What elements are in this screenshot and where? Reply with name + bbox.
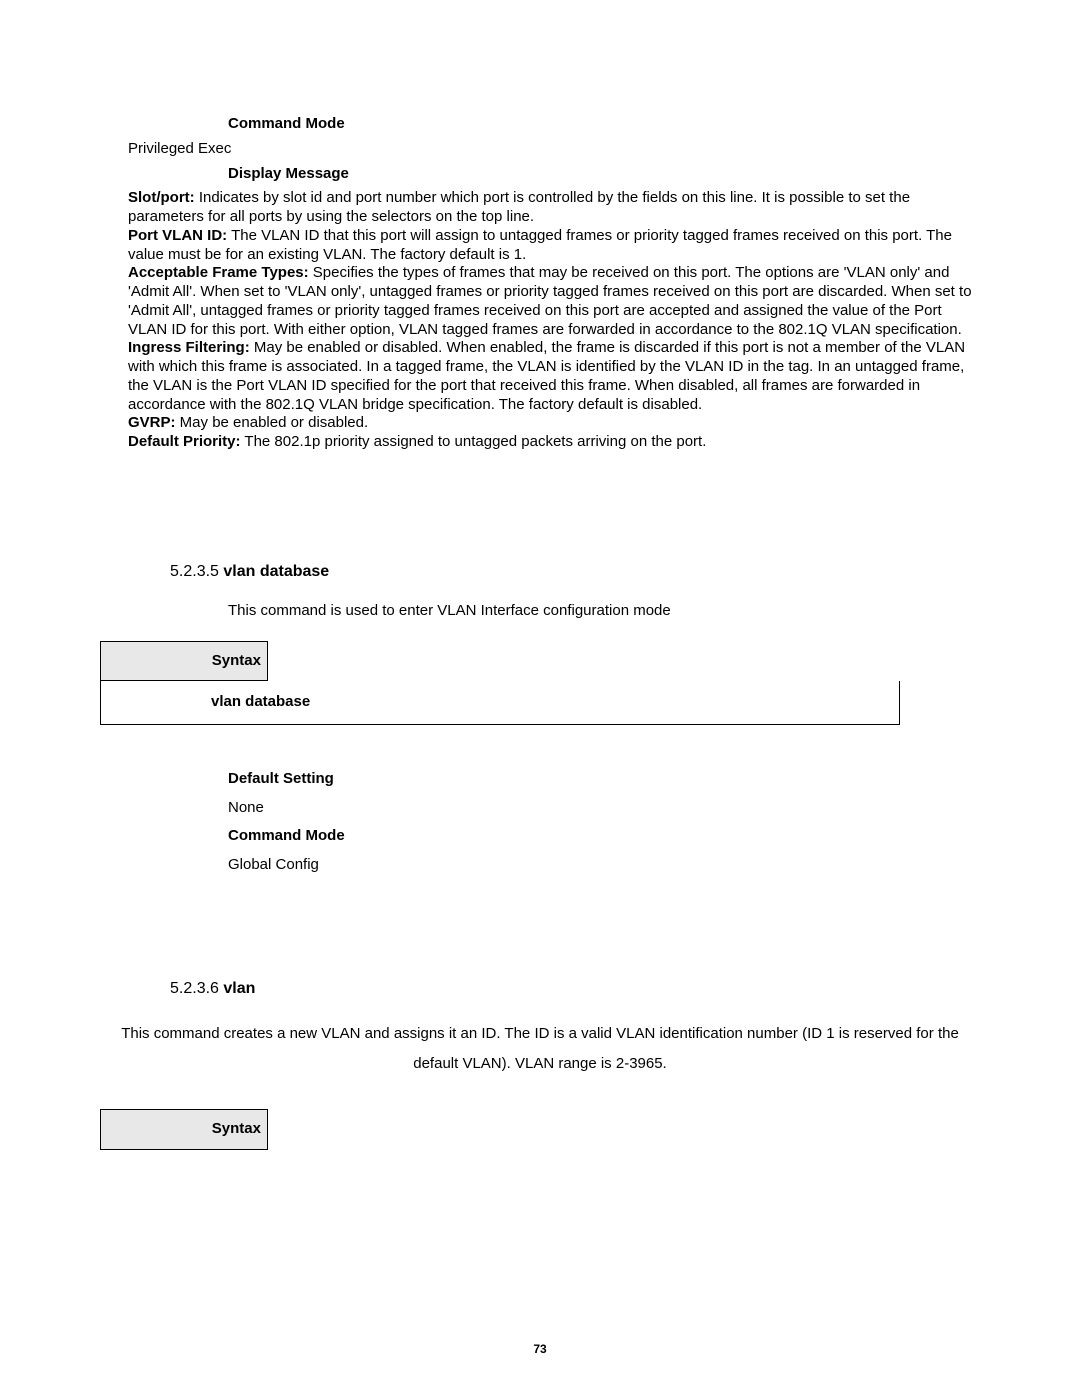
term-gvrp-text: May be enabled or disabled. xyxy=(176,414,369,431)
syntax-box-1: Syntax xyxy=(100,641,268,682)
definitions-block: Slot/port: Indicates by slot id and port… xyxy=(128,189,980,452)
value-none: None xyxy=(228,794,980,823)
heading-command-mode: Command Mode xyxy=(228,115,980,134)
section-5235-number: 5.2.3.5 xyxy=(170,563,223,580)
syntax-label-2: Syntax xyxy=(212,1120,267,1137)
syntax-label-1: Syntax xyxy=(212,652,267,669)
section-5235-heading: 5.2.3.5 vlan database xyxy=(170,562,980,582)
page-number: 73 xyxy=(0,1342,1080,1357)
section-5236-description: This command creates a new VLAN and assi… xyxy=(120,1019,960,1079)
value-privileged-exec: Privileged Exec xyxy=(128,140,980,159)
term-slot-port: Slot/port: Indicates by slot id and port… xyxy=(128,189,980,227)
settings-block: Default Setting None Command Mode Global… xyxy=(228,765,980,879)
heading-default-setting: Default Setting xyxy=(228,765,980,794)
term-default-priority-label: Default Priority: xyxy=(128,433,241,450)
term-ingress-filtering: Ingress Filtering: May be enabled or dis… xyxy=(128,339,980,414)
term-port-vlan-id-text: The VLAN ID that this port will assign t… xyxy=(128,227,952,263)
term-slot-port-label: Slot/port: xyxy=(128,189,195,206)
term-slot-port-text: Indicates by slot id and port number whi… xyxy=(128,189,910,225)
term-ingress-text: May be enabled or disabled. When enabled… xyxy=(128,339,965,412)
section-5235-description: This command is used to enter VLAN Inter… xyxy=(228,602,980,621)
section-5235-title: vlan database xyxy=(223,563,329,580)
section-5236-title: vlan xyxy=(223,980,255,997)
term-gvrp: GVRP: May be enabled or disabled. xyxy=(128,414,980,433)
section-5236-number: 5.2.3.6 xyxy=(170,980,223,997)
heading-command-mode-2: Command Mode xyxy=(228,822,980,851)
section-5236-heading: 5.2.3.6 vlan xyxy=(170,979,980,999)
term-acceptable-frame-types: Acceptable Frame Types: Specifies the ty… xyxy=(128,264,980,339)
syntax-box-2: Syntax xyxy=(100,1109,268,1150)
term-gvrp-label: GVRP: xyxy=(128,414,176,431)
term-acceptable-label: Acceptable Frame Types: xyxy=(128,264,309,281)
term-ingress-label: Ingress Filtering: xyxy=(128,339,250,356)
value-global-config: Global Config xyxy=(228,851,980,880)
term-default-priority-text: The 802.1p priority assigned to untagged… xyxy=(241,433,707,450)
term-port-vlan-id: Port VLAN ID: The VLAN ID that this port… xyxy=(128,227,980,265)
term-port-vlan-id-label: Port VLAN ID: xyxy=(128,227,227,244)
term-default-priority: Default Priority: The 802.1p priority as… xyxy=(128,433,980,452)
command-box-vlan-database: vlan database xyxy=(100,681,900,725)
document-page: Command Mode Privileged Exec Display Mes… xyxy=(0,0,1080,1397)
heading-display-message: Display Message xyxy=(228,165,980,184)
